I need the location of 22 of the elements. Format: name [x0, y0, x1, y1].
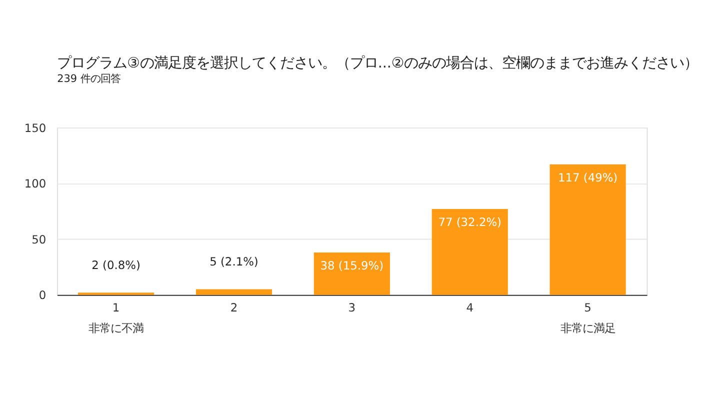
data-label: 5 (2.1%) — [210, 254, 258, 269]
x-tick-label: 2 — [230, 300, 238, 315]
data-label: 2 (0.8%) — [92, 258, 140, 272]
bar — [196, 289, 272, 295]
chart-subtitle: 239 件の回答 — [57, 72, 120, 85]
data-label: 77 (32.2%) — [438, 215, 502, 230]
x-tick-label: 3 — [348, 300, 356, 315]
y-tick-label: 0 — [38, 288, 46, 302]
text: 非常に満足 — [560, 320, 616, 335]
bar — [432, 208, 508, 295]
chart-title: プログラム③の満足度を選択してください。（プロ...②のみの場合は、空欄のままでお進みください） — [57, 56, 698, 72]
x-tick-label: 1 — [112, 300, 120, 315]
bar — [314, 252, 390, 295]
x-tick-label: 4 — [466, 300, 474, 315]
y-tick-label: 100 — [24, 176, 46, 191]
bar — [550, 164, 626, 295]
data-label: 38 (15.9%) — [320, 258, 384, 273]
y-tick-label: 50 — [32, 232, 46, 246]
y-tick-label: 150 — [24, 120, 46, 135]
text: 非常に不満 — [88, 320, 144, 335]
x-tick-label: 5 — [584, 300, 592, 315]
data-label: 117 (49%) — [558, 170, 618, 184]
